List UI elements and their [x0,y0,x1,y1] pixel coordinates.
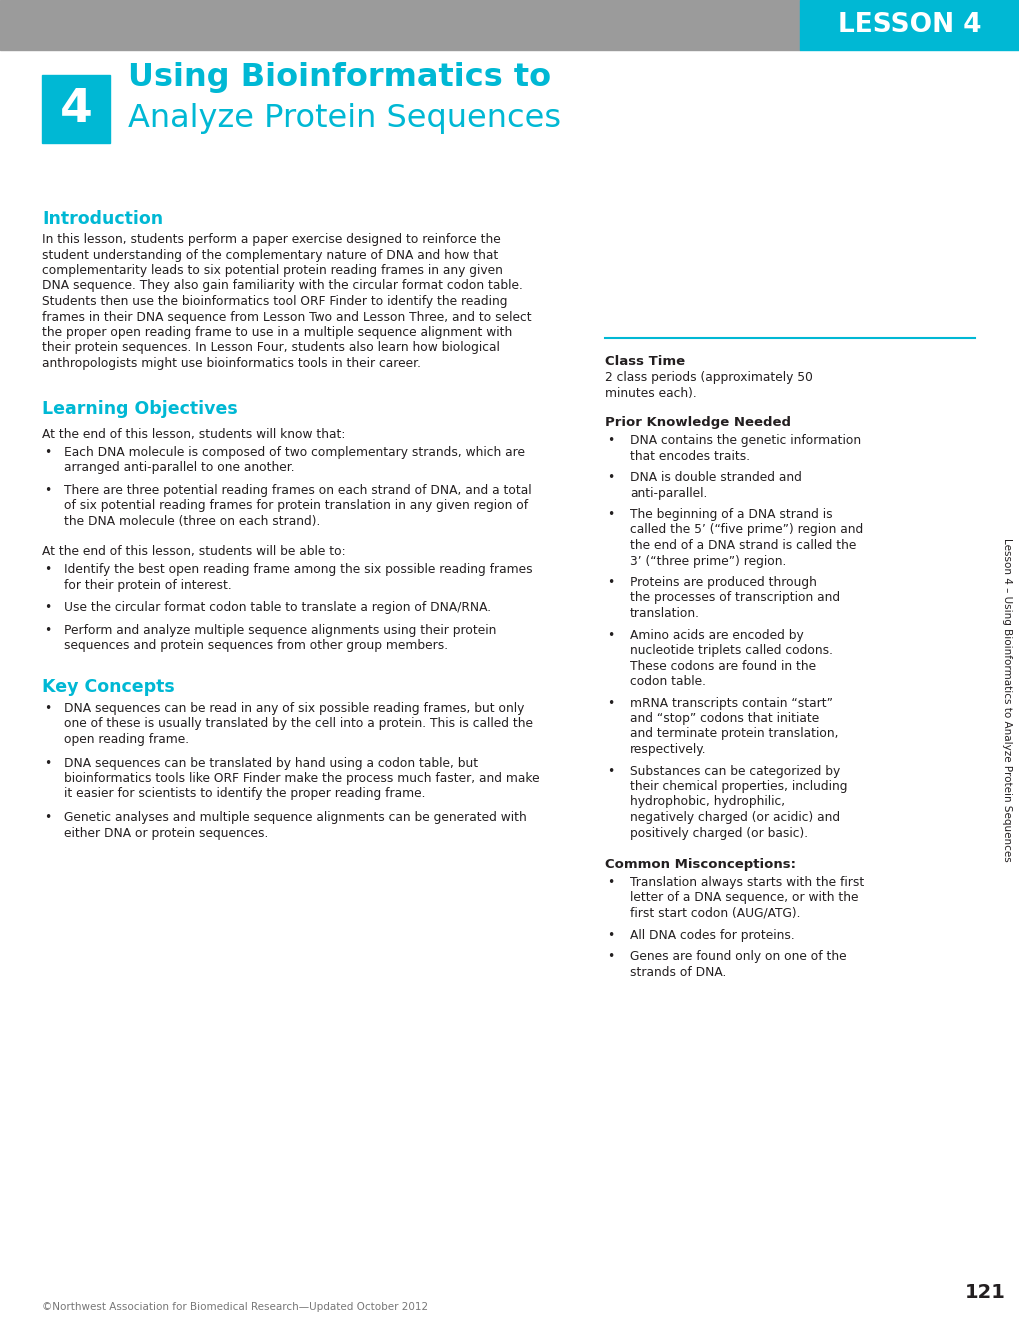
Text: •: • [44,564,51,577]
Text: positively charged (or basic).: positively charged (or basic). [630,826,807,840]
Text: At the end of this lesson, students will be able to:: At the end of this lesson, students will… [42,545,345,558]
Text: 2 class periods (approximately 50: 2 class periods (approximately 50 [604,371,812,384]
Text: Class Time: Class Time [604,355,685,368]
Text: •: • [44,810,51,824]
Text: Genes are found only on one of the: Genes are found only on one of the [630,950,846,964]
Text: strands of DNA.: strands of DNA. [630,965,726,978]
Text: the processes of transcription and: the processes of transcription and [630,591,840,605]
Text: Genetic analyses and multiple sequence alignments can be generated with: Genetic analyses and multiple sequence a… [64,810,526,824]
Text: •: • [606,697,613,710]
Text: of six potential reading frames for protein translation in any given region of: of six potential reading frames for prot… [64,499,528,512]
Text: There are three potential reading frames on each strand of DNA, and a total: There are three potential reading frames… [64,484,531,498]
Text: one of these is usually translated by the cell into a protein. This is called th: one of these is usually translated by th… [64,718,533,730]
Text: These codons are found in the: These codons are found in the [630,660,815,672]
Text: Prior Knowledge Needed: Prior Knowledge Needed [604,416,790,429]
Text: their protein sequences. In Lesson Four, students also learn how biological: their protein sequences. In Lesson Four,… [42,342,499,355]
Text: DNA is double stranded and: DNA is double stranded and [630,471,801,484]
Text: the DNA molecule (three on each strand).: the DNA molecule (three on each strand). [64,515,320,528]
Text: arranged anti-parallel to one another.: arranged anti-parallel to one another. [64,462,294,474]
Text: either DNA or protein sequences.: either DNA or protein sequences. [64,826,268,840]
Bar [0,0,799,50]
Text: •: • [606,576,613,589]
Text: •: • [606,434,613,447]
Text: •: • [44,484,51,498]
Text: and “stop” codons that initiate: and “stop” codons that initiate [630,711,818,725]
Text: •: • [44,702,51,715]
Text: open reading frame.: open reading frame. [64,733,189,746]
Text: •: • [606,928,613,941]
Text: first start codon (AUG/ATG).: first start codon (AUG/ATG). [630,907,800,920]
Text: In this lesson, students perform a paper exercise designed to reinforce the: In this lesson, students perform a paper… [42,234,500,246]
Bar [799,0,1019,50]
Text: sequences and protein sequences from other group members.: sequences and protein sequences from oth… [64,639,447,652]
Text: the end of a DNA strand is called the: the end of a DNA strand is called the [630,539,856,552]
Text: negatively charged (or acidic) and: negatively charged (or acidic) and [630,810,840,824]
Text: At the end of this lesson, students will know that:: At the end of this lesson, students will… [42,428,345,441]
Text: complementarity leads to six potential protein reading frames in any given: complementarity leads to six potential p… [42,264,502,277]
Text: Analyze Protein Sequences: Analyze Protein Sequences [127,103,560,135]
Text: 3’ (“three prime”) region.: 3’ (“three prime”) region. [630,554,786,568]
Text: Key Concepts: Key Concepts [42,678,174,696]
Text: codon table.: codon table. [630,675,705,688]
Text: Translation always starts with the first: Translation always starts with the first [630,876,863,888]
Text: student understanding of the complementary nature of DNA and how that: student understanding of the complementa… [42,248,497,261]
Text: letter of a DNA sequence, or with the: letter of a DNA sequence, or with the [630,891,858,904]
Text: their chemical properties, including: their chemical properties, including [630,780,847,793]
Text: it easier for scientists to identify the proper reading frame.: it easier for scientists to identify the… [64,788,425,800]
Text: bioinformatics tools like ORF Finder make the process much faster, and make: bioinformatics tools like ORF Finder mak… [64,772,539,785]
Text: Proteins are produced through: Proteins are produced through [630,576,816,589]
Text: Learning Objectives: Learning Objectives [42,400,237,418]
Text: and terminate protein translation,: and terminate protein translation, [630,727,838,741]
Text: called the 5’ (“five prime”) region and: called the 5’ (“five prime”) region and [630,524,862,536]
Text: Identify the best open reading frame among the six possible reading frames: Identify the best open reading frame amo… [64,564,532,577]
Text: Use the circular format codon table to translate a region of DNA/RNA.: Use the circular format codon table to t… [64,602,490,615]
Text: Introduction: Introduction [42,210,163,228]
Text: nucleotide triplets called codons.: nucleotide triplets called codons. [630,644,833,657]
Text: frames in their DNA sequence from Lesson Two and Lesson Three, and to select: frames in their DNA sequence from Lesson… [42,310,531,323]
Text: Using Bioinformatics to: Using Bioinformatics to [127,62,550,92]
Text: for their protein of interest.: for their protein of interest. [64,579,231,591]
Text: •: • [606,628,613,642]
Text: •: • [606,471,613,484]
Text: •: • [606,876,613,888]
Text: •: • [606,508,613,521]
Text: 121: 121 [964,1283,1005,1303]
Text: minutes each).: minutes each). [604,387,696,400]
Text: mRNA transcripts contain “start”: mRNA transcripts contain “start” [630,697,833,710]
Text: the proper open reading frame to use in a multiple sequence alignment with: the proper open reading frame to use in … [42,326,512,339]
Text: hydrophobic, hydrophilic,: hydrophobic, hydrophilic, [630,796,785,808]
Text: respectively.: respectively. [630,743,706,756]
Text: DNA contains the genetic information: DNA contains the genetic information [630,434,860,447]
Text: that encodes traits.: that encodes traits. [630,450,749,462]
Text: LESSON 4: LESSON 4 [838,12,981,38]
Text: •: • [44,446,51,459]
Text: All DNA codes for proteins.: All DNA codes for proteins. [630,928,794,941]
Text: The beginning of a DNA strand is: The beginning of a DNA strand is [630,508,832,521]
Text: Perform and analyze multiple sequence alignments using their protein: Perform and analyze multiple sequence al… [64,624,496,638]
Bar [42,75,110,143]
Text: •: • [606,764,613,777]
Text: Each DNA molecule is composed of two complementary strands, which are: Each DNA molecule is composed of two com… [64,446,525,459]
Text: Substances can be categorized by: Substances can be categorized by [630,764,840,777]
Text: DNA sequence. They also gain familiarity with the circular format codon table.: DNA sequence. They also gain familiarity… [42,280,523,293]
Text: DNA sequences can be read in any of six possible reading frames, but only: DNA sequences can be read in any of six … [64,702,524,715]
Text: •: • [44,756,51,770]
Text: translation.: translation. [630,607,699,620]
Text: Lesson 4 – Using Bioinformatics to Analyze Protein Sequences: Lesson 4 – Using Bioinformatics to Analy… [1001,539,1011,862]
Text: •: • [44,602,51,615]
Text: Common Misconceptions:: Common Misconceptions: [604,858,795,871]
Text: Amino acids are encoded by: Amino acids are encoded by [630,628,803,642]
Text: Students then use the bioinformatics tool ORF Finder to identify the reading: Students then use the bioinformatics too… [42,294,507,308]
Text: anthropologists might use bioinformatics tools in their career.: anthropologists might use bioinformatics… [42,356,421,370]
Text: •: • [606,950,613,964]
Text: DNA sequences can be translated by hand using a codon table, but: DNA sequences can be translated by hand … [64,756,478,770]
Text: ©Northwest Association for Biomedical Research—Updated October 2012: ©Northwest Association for Biomedical Re… [42,1302,428,1312]
Text: •: • [44,624,51,638]
Text: 4: 4 [59,87,93,132]
Text: anti-parallel.: anti-parallel. [630,487,707,499]
